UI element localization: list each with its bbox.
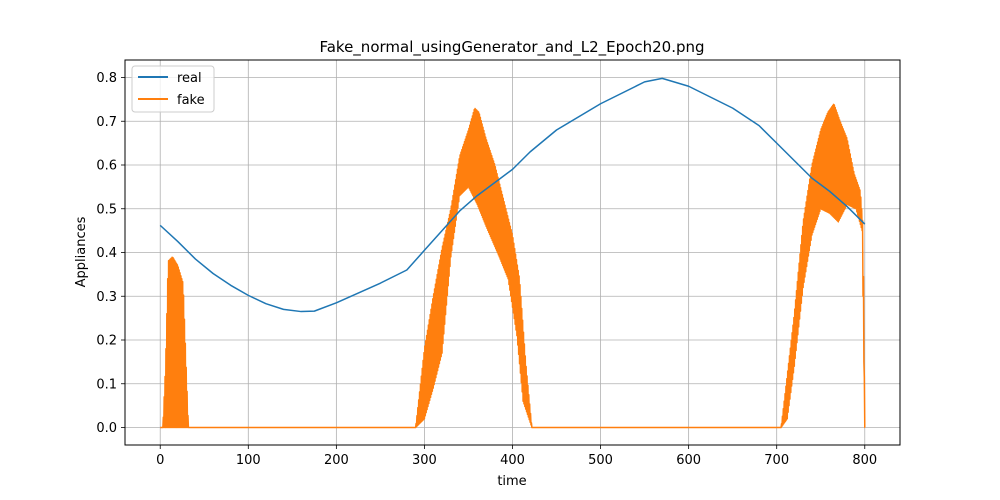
x-tick-label: 100	[236, 453, 261, 468]
x-tick-label: 200	[324, 453, 349, 468]
x-tick-label: 300	[412, 453, 437, 468]
y-tick-label: 0.8	[96, 71, 117, 86]
x-tick-label: 600	[676, 453, 701, 468]
y-tick-label: 0.2	[96, 334, 117, 349]
series-line-real	[159, 77, 866, 313]
chart-title: Fake_normal_usingGenerator_and_L2_Epoch2…	[319, 38, 704, 57]
y-tick-label: 0.6	[96, 159, 117, 174]
legend-label-fake: fake	[177, 93, 205, 108]
y-tick-label: 0.5	[96, 202, 117, 217]
y-axis-ticks: 0.0 0.1 0.2 0.3 0.4 0.5 0.6 0.7 0.8	[96, 71, 125, 436]
x-axis-ticks: 0 100 200 300 400 500 600 700 800	[156, 445, 877, 468]
x-tick-label: 700	[764, 453, 789, 468]
y-tick-label: 0.4	[96, 246, 117, 261]
y-tick-label: 0.3	[96, 290, 117, 305]
y-tick-label: 0.7	[96, 115, 117, 130]
series-line-fake	[160, 103, 866, 429]
y-tick-label: 0.1	[96, 377, 117, 392]
x-tick-label: 0	[156, 453, 164, 468]
x-tick-label: 800	[852, 453, 877, 468]
legend-label-real: real	[177, 71, 202, 86]
x-tick-label: 400	[500, 453, 525, 468]
y-axis-label: Appliances	[74, 216, 89, 287]
x-axis-label: time	[497, 474, 526, 489]
series-layer	[159, 77, 866, 429]
x-tick-label: 500	[588, 453, 613, 468]
legend: real fake	[131, 65, 215, 113]
y-tick-label: 0.0	[96, 421, 117, 436]
